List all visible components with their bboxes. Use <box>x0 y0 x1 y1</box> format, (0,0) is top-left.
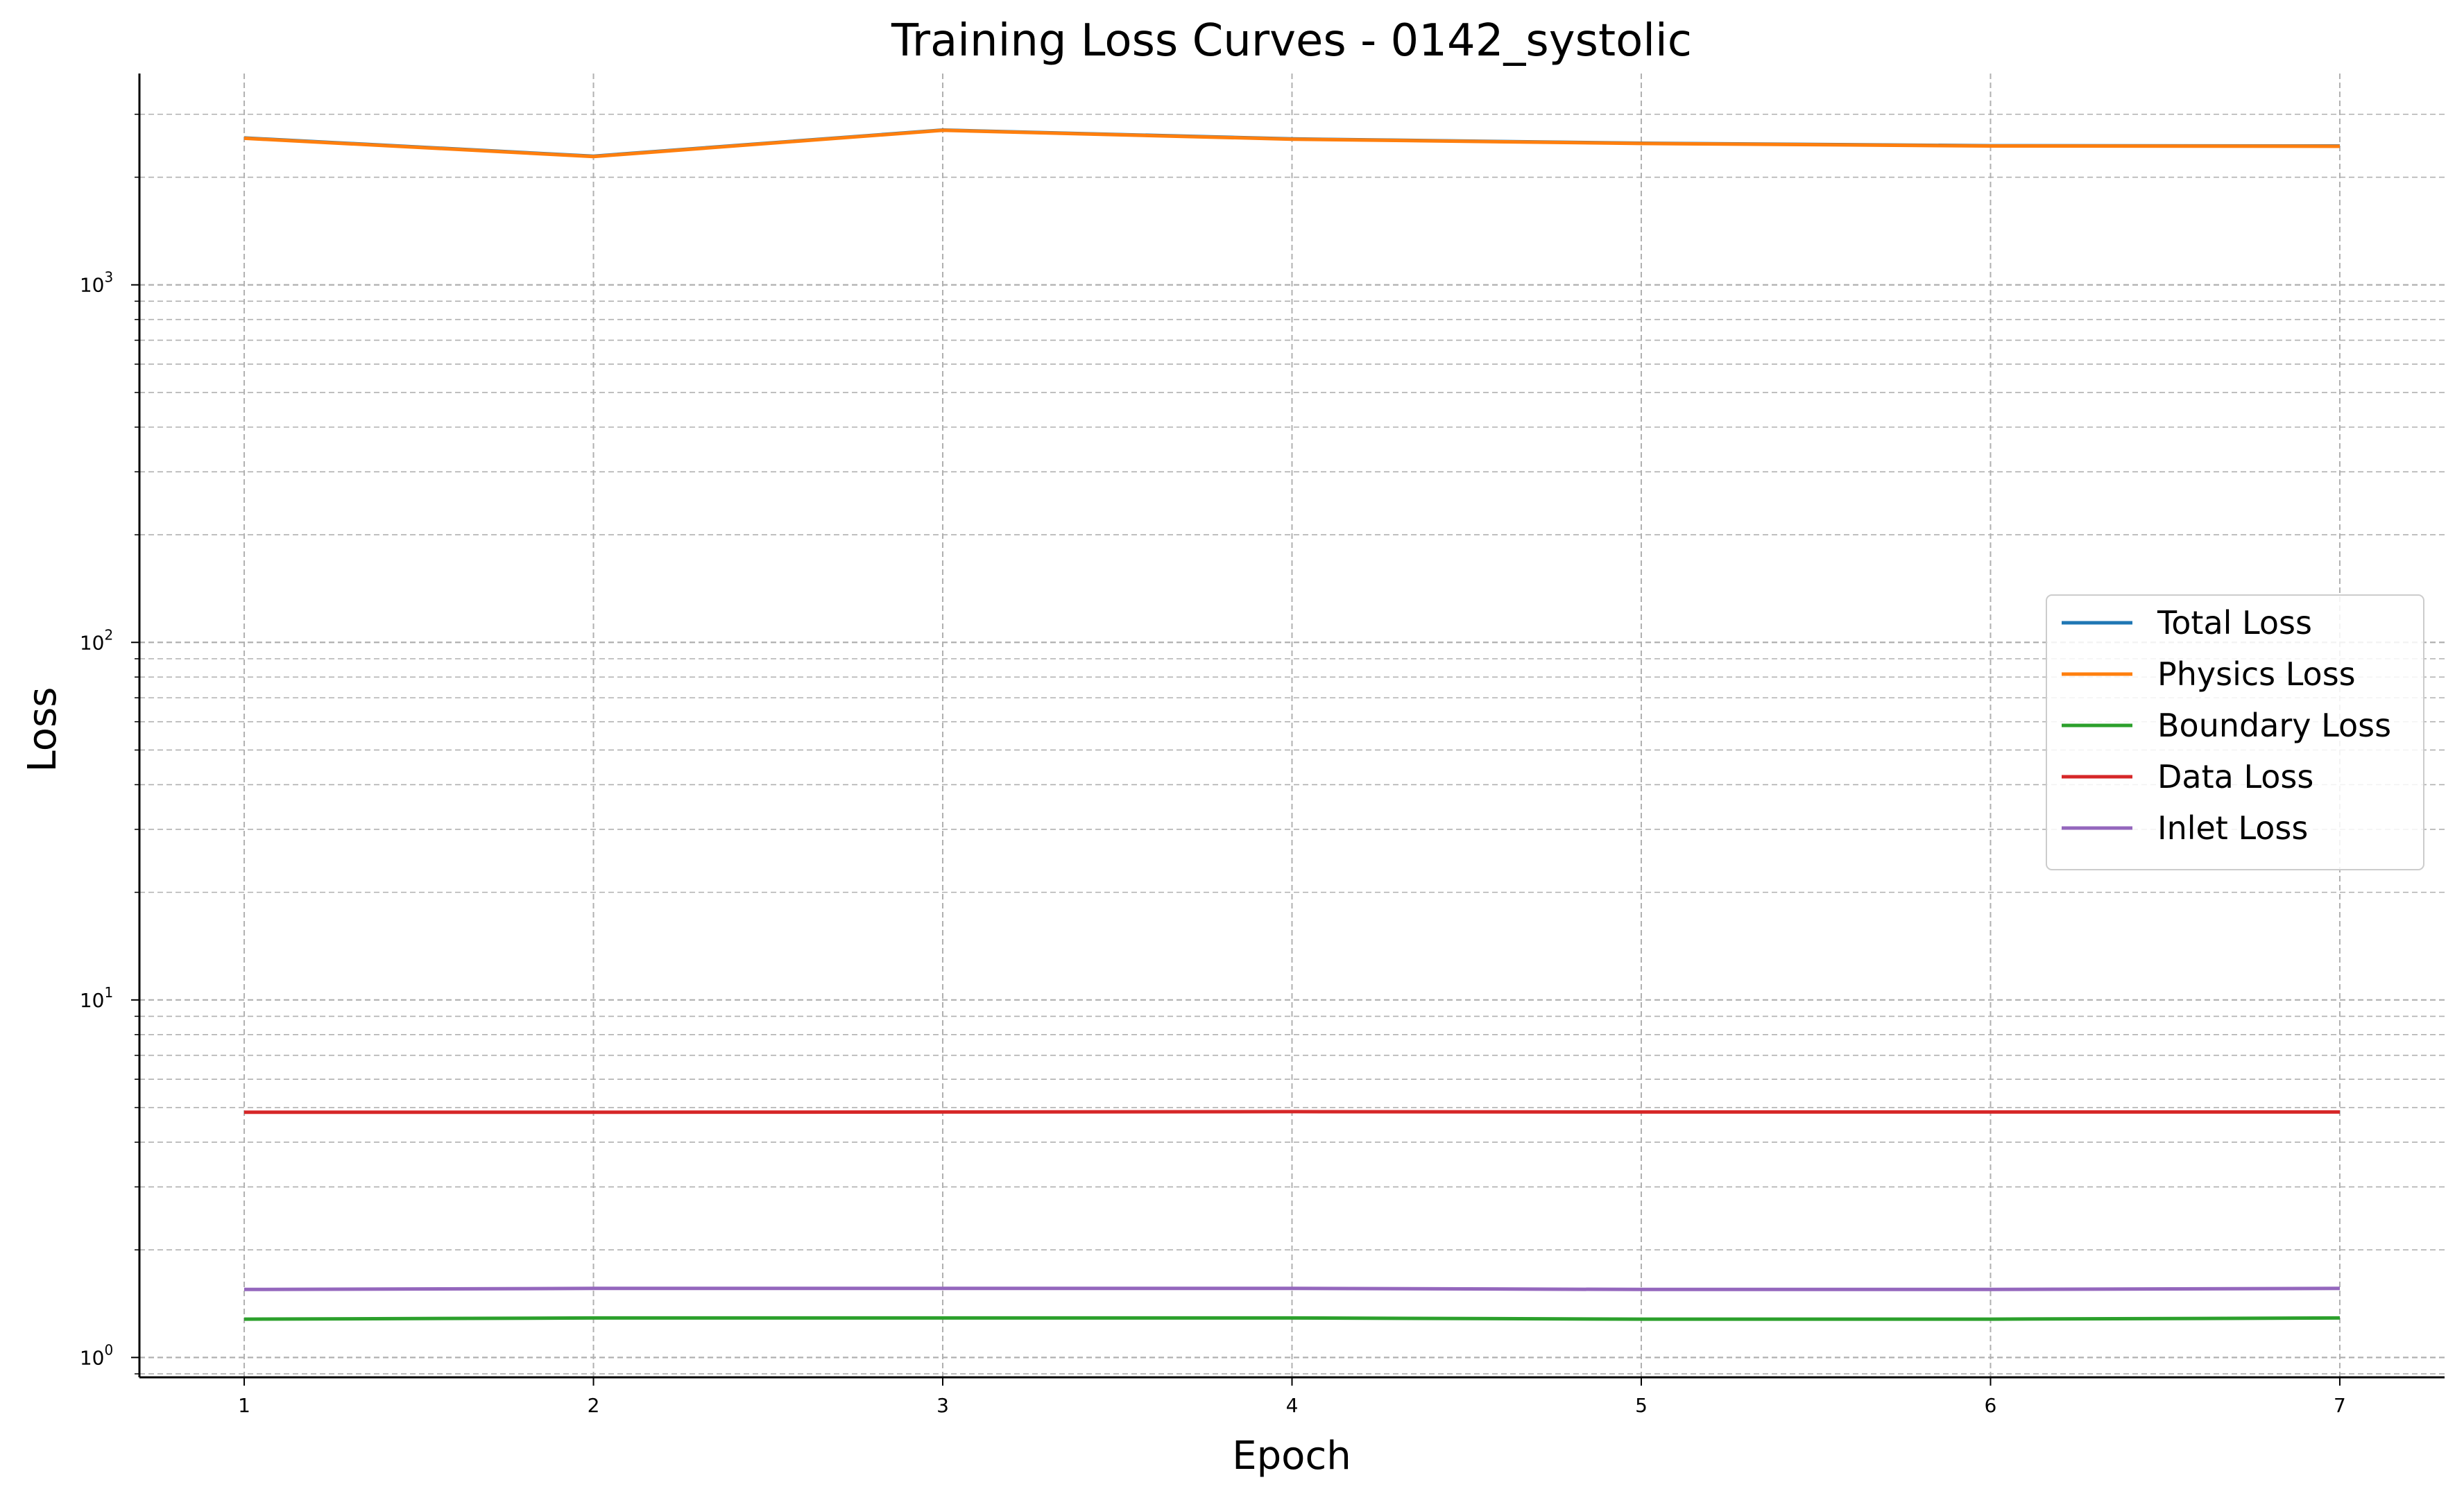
y-ticks: 100 101 102 103 <box>80 113 139 1375</box>
series-line <box>243 1316 2341 1321</box>
legend-label: Data Loss <box>2157 758 2313 795</box>
y-tick-label: 103 <box>80 269 113 297</box>
x-tick-label: 7 <box>2334 1394 2346 1417</box>
y-tick-label: 102 <box>80 626 113 654</box>
x-tick-label: 5 <box>1635 1394 1648 1417</box>
series-line <box>243 1286 2341 1291</box>
legend-label: Total Loss <box>2157 604 2312 642</box>
x-ticks: 1 2 3 4 5 6 7 <box>238 1377 2346 1417</box>
legend-box <box>2046 594 2424 870</box>
legend-label: Inlet Loss <box>2157 809 2308 847</box>
series-lines <box>243 128 2341 1321</box>
x-tick-label: 1 <box>238 1394 250 1417</box>
legend: Total Loss Physics Loss Boundary Loss Data … <box>2046 594 2424 870</box>
y-tick-label: 101 <box>80 984 113 1012</box>
x-axis-label: Epoch <box>1232 1434 1351 1479</box>
series-line <box>243 128 2341 158</box>
y-axis-label: Loss <box>20 687 65 773</box>
series-line <box>243 128 2341 159</box>
x-tick-label: 2 <box>588 1394 600 1417</box>
legend-label: Boundary Loss <box>2157 707 2391 744</box>
x-tick-label: 4 <box>1286 1394 1299 1417</box>
x-tick-label: 3 <box>936 1394 949 1417</box>
chart-title: Training Loss Curves - 0142_systolic <box>891 15 1692 67</box>
x-tick-label: 6 <box>1985 1394 1997 1417</box>
y-tick-label: 100 <box>80 1341 113 1369</box>
legend-label: Physics Loss <box>2157 655 2356 693</box>
